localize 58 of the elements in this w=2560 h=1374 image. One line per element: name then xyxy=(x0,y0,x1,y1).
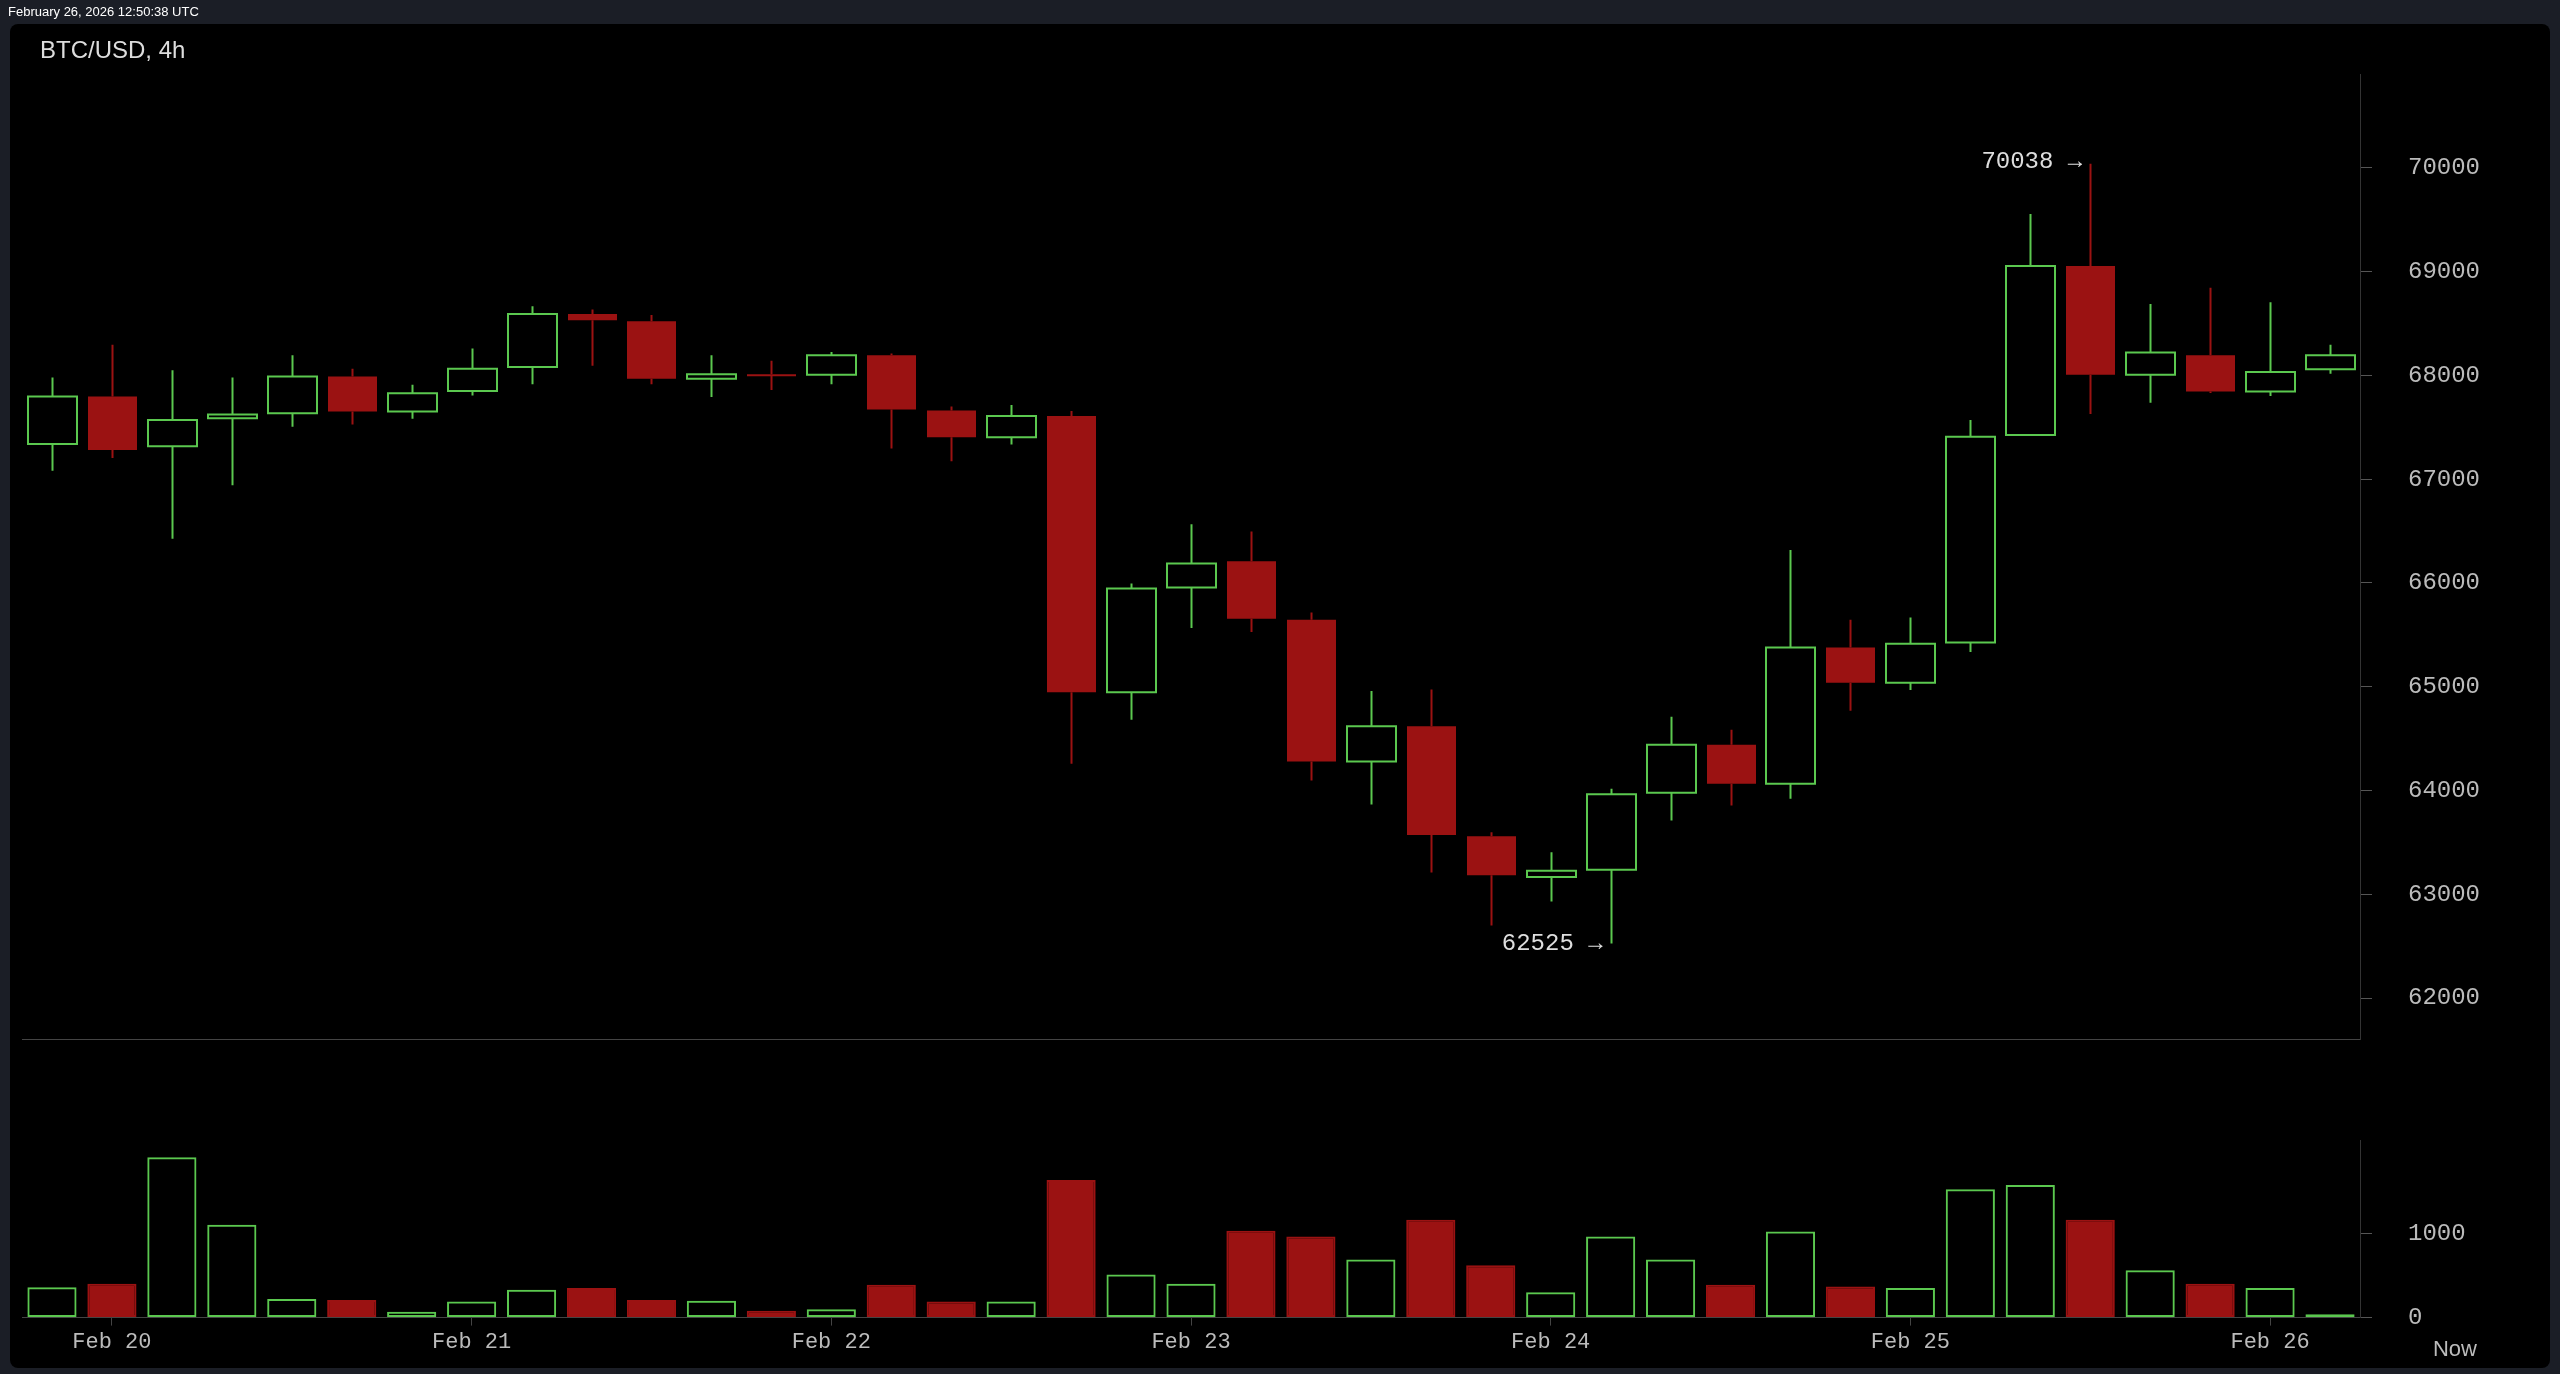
x-tick-label: Feb 24 xyxy=(1511,1329,1591,1355)
y-tick-label: 67000 xyxy=(2408,465,2481,493)
y-tick-label: 62000 xyxy=(2408,984,2481,1012)
candlestick xyxy=(328,367,377,426)
y-tick-label: 65000 xyxy=(2408,673,2481,701)
candlestick xyxy=(1467,831,1516,927)
candlestick xyxy=(1227,530,1276,634)
candlestick xyxy=(2245,301,2296,398)
candlestick xyxy=(2066,162,2115,415)
candlestick xyxy=(1287,611,1336,782)
candlestick xyxy=(27,376,78,472)
candlestick xyxy=(2125,302,2176,404)
candlestick xyxy=(507,305,558,386)
candlestick xyxy=(986,403,1037,446)
x-tick-label: Feb 23 xyxy=(1151,1329,1231,1355)
candlestick xyxy=(147,369,198,540)
candlestick xyxy=(2005,213,2056,437)
candlestick xyxy=(88,343,137,459)
candlestick xyxy=(1166,523,1217,630)
candlestick xyxy=(568,308,617,367)
x-tick-label: Feb 22 xyxy=(791,1329,871,1355)
candlestick xyxy=(1646,715,1697,822)
y-tick-label: 63000 xyxy=(2408,880,2481,908)
candlestick xyxy=(1047,410,1096,765)
candlestick xyxy=(1407,688,1456,874)
x-tick-label: Feb 25 xyxy=(1870,1329,1950,1355)
candlestick xyxy=(747,359,796,391)
candlestick xyxy=(867,352,916,450)
candlestick xyxy=(1526,851,1577,903)
y-tick-label: 68000 xyxy=(2408,361,2481,389)
text: Now xyxy=(2432,1336,2478,1362)
x-tick-label: Feb 21 xyxy=(432,1329,512,1355)
y-tick-label: 0 xyxy=(2408,1303,2423,1331)
candlestick xyxy=(686,354,737,399)
y-tick-label: 70000 xyxy=(2408,154,2481,182)
candlestick xyxy=(1945,419,1996,654)
candlestick xyxy=(1106,582,1157,721)
y-tick-label: 69000 xyxy=(2408,257,2481,285)
candlestick xyxy=(1826,618,1875,712)
annotation: 62525 → xyxy=(1501,929,1604,957)
candlestick xyxy=(1707,728,1756,807)
y-tick-label: 1000 xyxy=(2408,1219,2466,1247)
candlestick xyxy=(267,354,318,428)
chart-title: BTC/USD, 4h xyxy=(40,36,186,64)
x-tick-label: Feb 26 xyxy=(2230,1329,2310,1355)
y-tick-label: 66000 xyxy=(2408,569,2481,597)
candlestick xyxy=(927,405,976,463)
candlestick xyxy=(207,376,258,487)
candlestick xyxy=(1885,616,1936,692)
candlestick xyxy=(627,314,676,386)
candlestick xyxy=(1586,787,1637,945)
candlestick xyxy=(447,347,498,397)
candlestick xyxy=(1346,689,1397,806)
candlestick xyxy=(1765,549,1816,800)
text: February 26, 2026 12:50:38 UTC xyxy=(8,4,199,19)
annotation: 70038 → xyxy=(1981,148,2083,176)
y-tick-label: 64000 xyxy=(2408,776,2481,804)
x-tick-label: Feb 20 xyxy=(72,1329,152,1355)
